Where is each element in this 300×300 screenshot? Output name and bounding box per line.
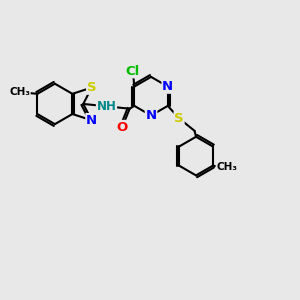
Text: O: O (117, 121, 128, 134)
Text: Cl: Cl (126, 64, 140, 78)
Text: CH₃: CH₃ (216, 162, 237, 172)
Text: N: N (146, 109, 157, 122)
Text: N: N (86, 114, 97, 127)
Text: NH: NH (97, 100, 116, 113)
Text: N: N (162, 80, 173, 93)
Text: S: S (87, 81, 96, 94)
Text: S: S (174, 112, 184, 125)
Text: CH₃: CH₃ (9, 87, 30, 97)
